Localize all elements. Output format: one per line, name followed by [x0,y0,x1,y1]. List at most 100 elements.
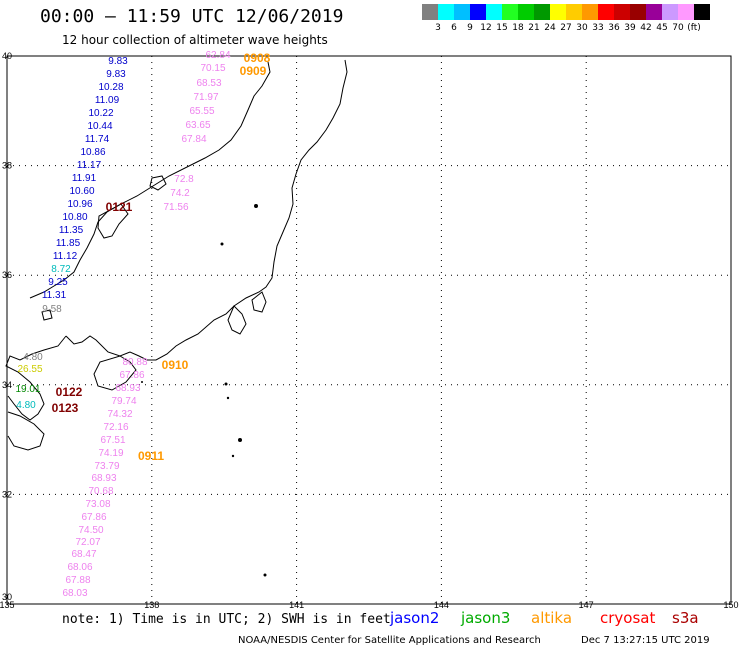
scale-label: 6 [451,23,457,33]
wave-height-value: 67.86 [119,370,144,381]
izu-islands [141,204,267,577]
wave-height-value: 80.88 [122,357,147,368]
coastline-honshu-west [29,61,271,299]
wave-height-value: 74.32 [107,409,132,420]
satellite-legend-jason2: jason2 [390,609,440,627]
map-frame [6,55,732,605]
wave-height-value: 4.80 [16,400,36,411]
wave-height-value: 68.47 [71,549,96,560]
wave-height-value: 10.44 [87,121,112,132]
pass-time-label: 0123 [52,401,79,415]
satellite-legend-jason3: jason3 [461,609,511,627]
scale-label: 24 [544,23,556,33]
coastline-noto-peninsula [97,203,129,239]
pass-time-label: 0121 [106,200,133,214]
coastline [5,59,348,451]
wave-height-value: 79.74 [111,396,136,407]
latitude-label: 32 [2,489,12,499]
scale-label: (ft) [687,23,701,33]
color-scale-labels: 3 6 9 12 15 18 21 24 27 30 33 36 39 42 45 70 (ft) [422,20,710,34]
coastline-kyushu [7,411,45,451]
wave-height-value: 73.79 [94,461,119,472]
pass-time-label: 0910 [162,358,189,372]
wave-height-value: 68.03 [62,588,87,599]
satellite-legend-altika: altika [531,609,573,627]
scale-swatch-14 [646,4,662,20]
scale-swatch-10 [582,4,598,20]
wave-height-value: 10.22 [88,108,113,119]
scale-swatch-1 [438,4,454,20]
scale-label: 21 [528,23,540,33]
scale-swatch-17 [694,4,710,20]
longitude-label: 150 [723,600,738,608]
scale-label: 27 [560,23,572,33]
scale-swatch-3 [470,4,486,20]
wave-height-value: 72.8 [174,174,194,185]
scale-swatch-9 [566,4,582,20]
wave-height-value: 8.72 [51,264,71,275]
latitude-label: 30 [2,592,12,602]
wave-height-value: 70.15 [200,63,225,74]
wave-height-value: 10.86 [80,147,105,158]
scale-swatch-0 [422,4,438,20]
wave-height-color-scale: 3 6 9 12 15 18 21 24 27 30 33 36 39 42 45 70 (ft) [422,4,710,34]
wave-height-value: 11.91 [72,173,97,184]
scale-label: 70 [672,23,684,33]
pass-time-label: 0909 [240,64,267,78]
wave-height-value: 71.56 [163,202,188,213]
wave-height-value: 26.55 [17,364,42,375]
coastline-oki-island [41,309,53,321]
wave-height-value: 10.96 [67,199,92,210]
wave-height-value: 9.25 [48,277,68,288]
wave-height-value: 10.28 [98,82,123,93]
wave-height-observations: 9.83 9.83 10.28 11.09 10.22 10.44 11.74 10.86 11… [15,50,230,599]
scale-label: 15 [496,23,508,33]
scale-swatch-2 [454,4,470,20]
latitude-label: 38 [2,161,12,171]
pass-time-label: 0911 [138,449,164,463]
wave-height-value: 72.16 [103,422,128,433]
wave-height-value: 67.88 [65,575,90,586]
coastline-izu-boso [227,291,267,335]
scale-swatch-16 [678,4,694,20]
wave-height-value: 74.2 [170,188,190,199]
wave-height-value: 68.93 [91,473,116,484]
coastline-sado-island [149,175,167,191]
wave-height-value: 68.93 [115,383,140,394]
scale-label: 39 [624,23,636,33]
longitude-label: 144 [434,600,449,608]
latitude-label: 34 [2,380,12,390]
wave-height-value: 65.55 [189,106,214,117]
wave-height-value: 11.31 [42,290,67,301]
scale-label: 9 [467,23,473,33]
scale-swatch-13 [630,4,646,20]
wave-height-value: 74.19 [98,448,123,459]
scale-swatch-15 [662,4,678,20]
pass-time-label: 0122 [56,385,83,399]
longitude-label: 138 [144,600,159,608]
scale-swatch-4 [486,4,502,20]
longitude-label: 135 [0,600,15,608]
wave-height-value: 9.58 [42,304,62,315]
wave-height-value: 67.51 [100,435,125,446]
latitude-label: 36 [2,270,12,280]
map-title: 00:00 – 11:59 UTC 12/06/2019 [40,6,344,27]
scale-swatch-11 [598,4,614,20]
pass-time-label: 0908 [244,51,271,65]
longitude-label: 141 [289,600,304,608]
color-scale-swatches [422,4,710,20]
scale-swatch-6 [518,4,534,20]
latitude-label: 40 [2,51,12,61]
longitude-label: 147 [579,600,594,608]
wave-height-value: 19.01 [15,384,40,395]
satellite-legend-cryosat: cryosat [600,609,656,627]
scale-label: 30 [576,23,588,33]
scale-label: 18 [512,23,524,33]
wave-height-value: 9.83 [108,56,128,67]
wave-height-value: 73.08 [85,499,110,510]
coastline-honshu-east [65,59,348,361]
credit-line: NOAA/NESDIS Center for Satellite Applica… [238,635,541,646]
wave-height-value: 11.17 [77,160,102,171]
wave-height-value: 9.83 [106,69,126,80]
